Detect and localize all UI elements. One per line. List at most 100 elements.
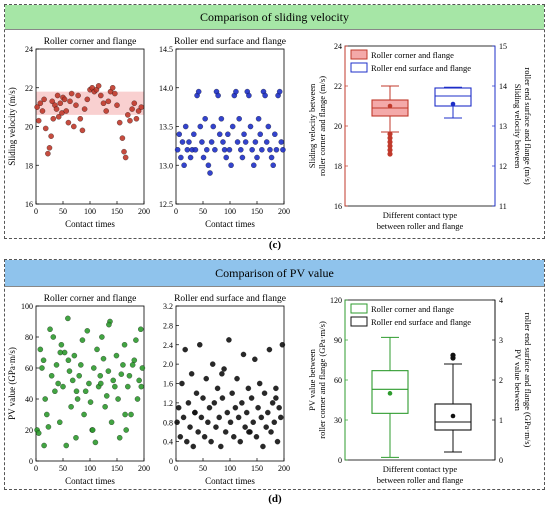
data-point (225, 131, 231, 138)
data-point (65, 357, 72, 364)
y-tick-label: 20 (25, 426, 33, 435)
right-y-axis-label: roller end surface and flange (GPa·m/s) (523, 313, 533, 448)
chart-c-roller-end-scatter: Roller end surface and flange 0 50 100 150 20… (159, 36, 290, 229)
data-point (105, 98, 112, 105)
x-axis-label: Contact times (205, 476, 255, 486)
data-point (223, 154, 229, 161)
data-point (195, 88, 202, 95)
data-point (273, 385, 279, 392)
x-tick-label: 200 (138, 464, 150, 473)
data-point (84, 96, 91, 103)
panel-d-header: Comparison of PV value (5, 260, 544, 287)
x-tick-label: 200 (278, 207, 290, 216)
y-tick-label: 2.4 (163, 341, 173, 350)
x-axis-label: Contact times (205, 219, 255, 229)
data-point (219, 371, 225, 377)
data-point (214, 385, 221, 392)
box-mean (387, 391, 393, 396)
x-tick-label: 150 (251, 207, 263, 216)
data-point (57, 349, 64, 356)
y-tick-label: 18 (25, 161, 33, 170)
data-point (237, 438, 244, 445)
box-mean (387, 103, 393, 109)
data-point (201, 434, 208, 440)
data-point (188, 371, 195, 377)
data-point (100, 100, 107, 107)
x-tick-label: 200 (278, 464, 290, 473)
right-y-tick-label: 11 (499, 202, 507, 211)
y-tick-label: 3.2 (163, 302, 173, 311)
data-point (242, 139, 249, 145)
data-point (256, 380, 263, 387)
data-point (233, 88, 239, 95)
data-point (113, 352, 120, 359)
chart-c-sliding-velocity-boxplot: 16 18 20 22 24 11 12 13 14 15 Sliding velocity bet… (307, 42, 533, 231)
box-outlier (387, 135, 393, 141)
data-point (82, 388, 89, 395)
right-y-tick-label: 1 (499, 416, 503, 425)
data-point (78, 362, 84, 368)
y-axis-label: Sliding velocity (m/s) (7, 87, 17, 166)
data-point (208, 438, 214, 445)
data-point (65, 315, 71, 322)
right-y-axis-label: Sliding velocity between (513, 84, 523, 169)
data-point (87, 399, 94, 405)
right-y-tick-label: 3 (499, 336, 503, 345)
data-point (95, 83, 102, 89)
box-outlier (387, 131, 393, 137)
y-tick-label: 40 (25, 395, 33, 404)
data-point (246, 92, 252, 99)
data-point (76, 373, 82, 379)
data-point (209, 361, 216, 367)
data-point (110, 377, 116, 384)
data-point (136, 377, 142, 384)
data-point (100, 355, 107, 362)
y-tick-label: 0.4 (163, 438, 173, 447)
data-point (116, 119, 123, 126)
data-point (81, 411, 87, 418)
box-outlier (387, 143, 393, 149)
data-point (176, 131, 182, 138)
legend-swatch (350, 62, 368, 73)
data-point (42, 125, 49, 132)
data-point (75, 92, 81, 99)
data-point (45, 150, 51, 157)
data-point (55, 380, 61, 387)
data-point (195, 429, 201, 435)
data-point (271, 419, 278, 426)
data-point (48, 133, 54, 139)
x-axis-label: Different contact type (383, 464, 458, 474)
y-tick-label: 2.0 (163, 360, 173, 369)
y-tick-label: 13.0 (159, 161, 173, 170)
right-y-tick-label: 13 (499, 122, 507, 131)
data-point (89, 427, 96, 433)
data-point (206, 404, 213, 411)
left-y-tick-label: 30 (334, 416, 342, 425)
x-tick-label: 0 (34, 464, 38, 473)
data-point (138, 326, 144, 333)
x-tick-label: 0 (34, 207, 38, 216)
box-outlier (450, 352, 456, 358)
y-tick-label: 14.0 (159, 84, 173, 93)
data-point (81, 106, 88, 112)
data-point (226, 147, 233, 153)
x-axis-label: Contact times (65, 219, 115, 229)
data-point (71, 352, 78, 359)
data-point (204, 147, 210, 153)
data-point (122, 411, 128, 418)
data-point (180, 414, 187, 421)
right-y-axis-label: roller end surface and flange (m/s) (523, 67, 533, 184)
data-point (103, 393, 110, 399)
data-point (278, 414, 284, 421)
x-tick-label: 0 (174, 207, 178, 216)
y-tick-label: 1.2 (163, 399, 173, 408)
legend-label: Roller corner and flange (371, 50, 454, 60)
x-tick-label: 100 (84, 464, 96, 473)
data-point (133, 116, 140, 122)
data-point (184, 438, 190, 445)
chart-c-roller-corner-scatter: Roller corner and flange 0 50 100 150 200 16 18… (7, 36, 150, 229)
box-outlier (387, 139, 393, 145)
data-point (182, 346, 188, 353)
data-point (108, 419, 115, 426)
data-point (263, 139, 270, 145)
